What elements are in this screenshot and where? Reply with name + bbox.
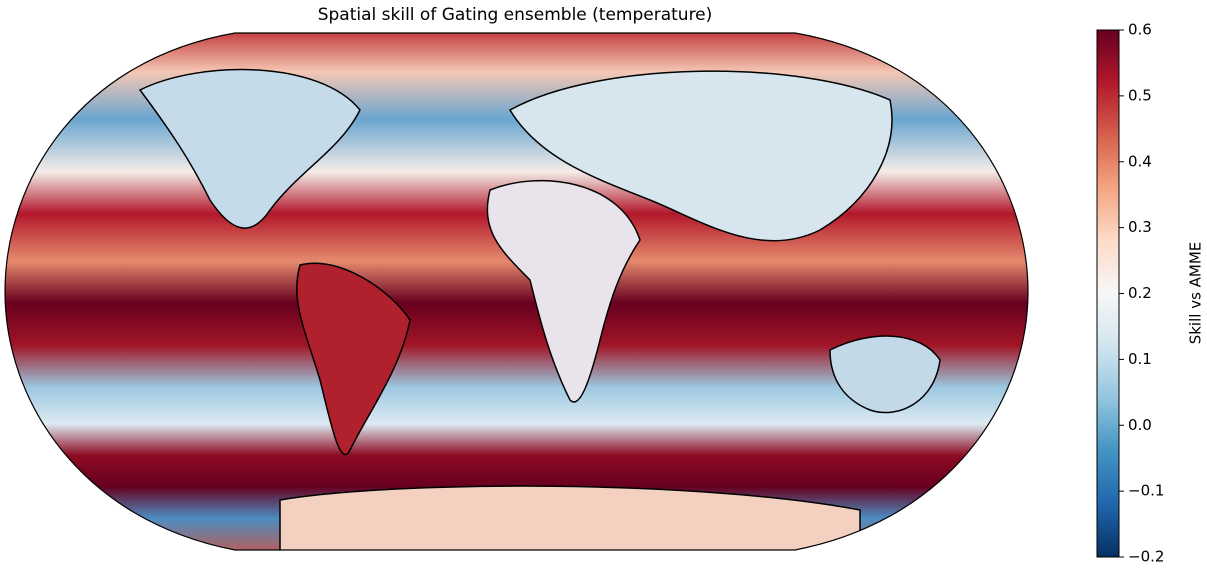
colorbar-tick-label: 0.3 — [1128, 218, 1152, 236]
colorbar-tick-label: −0.2 — [1128, 548, 1164, 566]
colorbar-tick-label: 0.6 — [1128, 21, 1152, 39]
colorbar-tick-label: 0.0 — [1128, 416, 1152, 434]
colorbar — [1096, 29, 1120, 558]
colorbar-tick-label: 0.2 — [1128, 284, 1152, 302]
map-title: Spatial skill of Gating ensemble (temper… — [318, 5, 713, 25]
map-field — [5, 33, 1028, 550]
colorbar-label: Skill vs AMME — [1187, 242, 1205, 345]
continents — [138, 68, 941, 550]
map-frame — [4, 32, 1029, 551]
colorbar-tick-label: 0.1 — [1128, 350, 1152, 368]
colorbar-tick-label: −0.1 — [1128, 482, 1164, 500]
colorbar-tick-label: 0.5 — [1128, 86, 1152, 104]
colorbar-tick-label: 0.4 — [1128, 152, 1152, 170]
